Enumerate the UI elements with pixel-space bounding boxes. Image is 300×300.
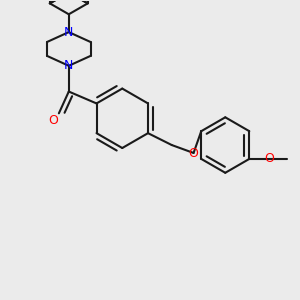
Text: O: O [48,114,58,127]
Text: O: O [264,152,274,165]
Text: N: N [64,26,74,39]
Text: N: N [64,59,74,72]
Text: O: O [189,148,199,160]
